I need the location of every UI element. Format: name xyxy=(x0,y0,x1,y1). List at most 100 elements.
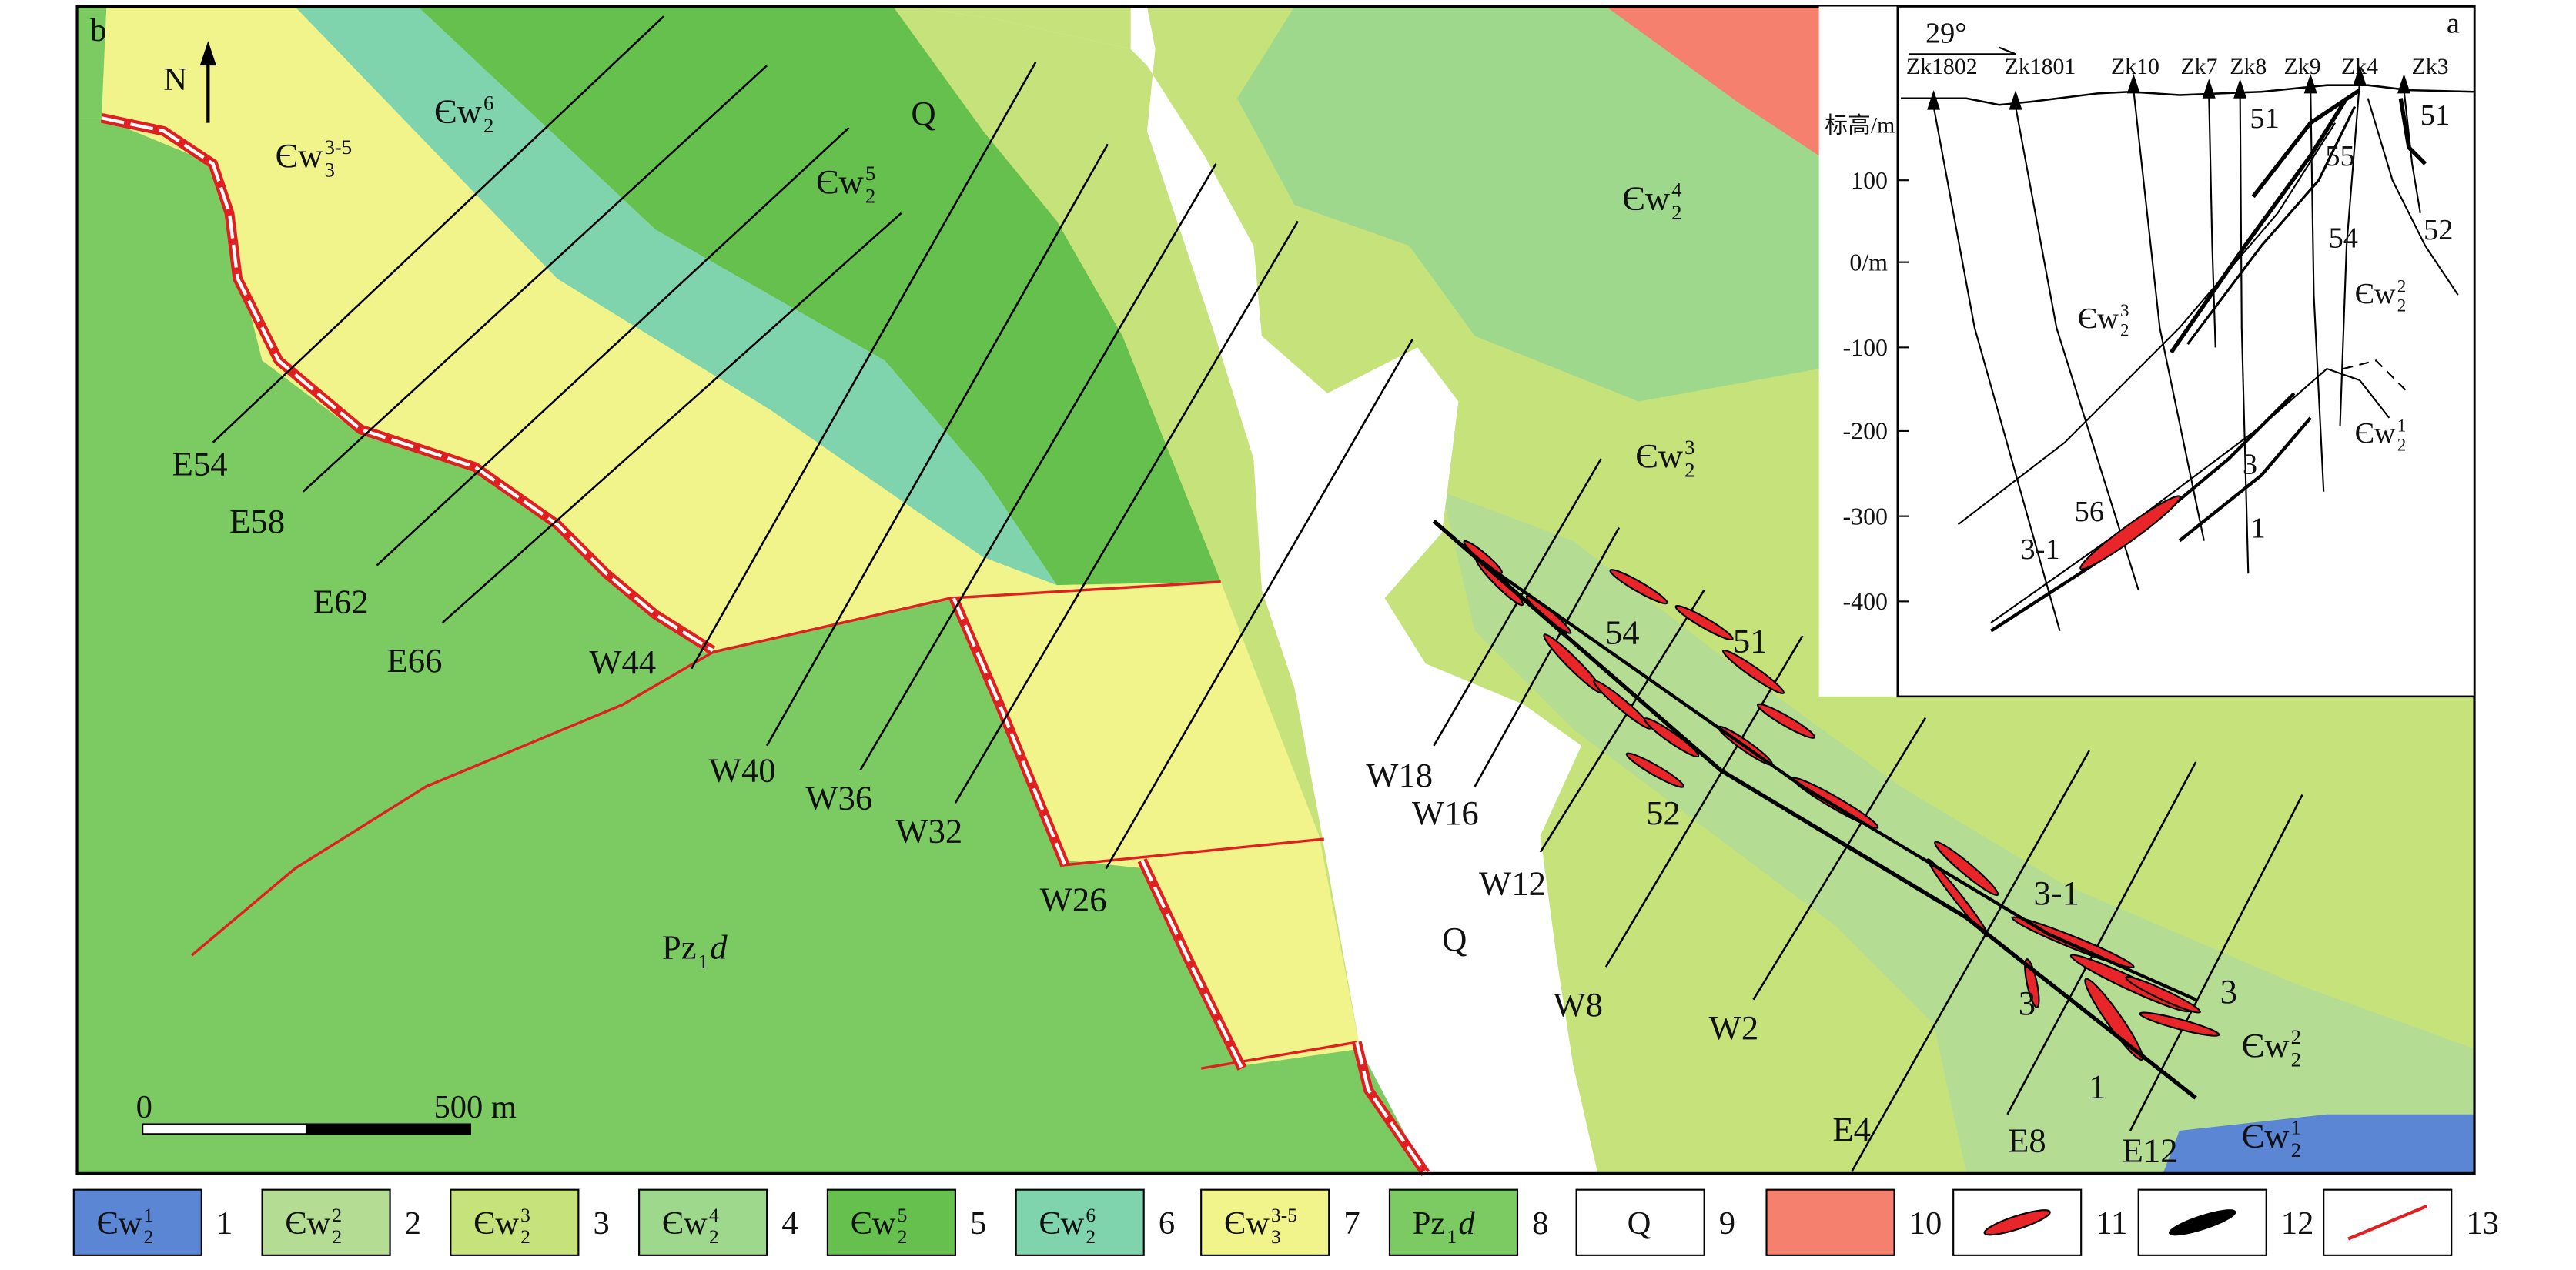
unit-pz xyxy=(77,118,1426,1174)
unit-label: Єw xyxy=(1224,1205,1270,1242)
section-line xyxy=(1474,526,1621,787)
elevation-label: -300 xyxy=(1843,503,1889,530)
legend-swatch xyxy=(1015,1188,1145,1256)
legend-number: 2 xyxy=(405,1205,421,1242)
mineralized-lens xyxy=(2169,1209,2236,1236)
ore-trace xyxy=(2186,105,2357,346)
section-line xyxy=(376,127,850,566)
section-label: W26 xyxy=(1040,881,1107,919)
unit-label: Єw xyxy=(2242,1116,2290,1155)
ore-body xyxy=(1643,717,1700,758)
section-line xyxy=(1539,589,1705,853)
ore-body xyxy=(1934,841,1999,897)
north-label: N xyxy=(163,62,187,98)
section-line xyxy=(302,65,768,493)
legend-number: 6 xyxy=(1159,1205,1175,1242)
dip-arrow xyxy=(1909,46,2016,55)
legend-number: 8 xyxy=(1532,1205,1548,1242)
unit-superscript: 3 xyxy=(2120,301,2129,320)
borehole-label: Zk8 xyxy=(2230,54,2267,79)
borehole-label: Zk10 xyxy=(2111,54,2159,79)
legend-swatch xyxy=(1200,1188,1330,1256)
scale-label: 0 xyxy=(136,1089,152,1125)
inset-a: a 29° 标高/m 100 0/m -100 -200 -300 -400 Zk1802 Zk18… xyxy=(1818,5,2476,698)
ore-trace xyxy=(2170,97,2349,354)
section-line xyxy=(212,15,664,443)
unit-subscript: 2 xyxy=(2397,296,2406,316)
borehole-trace xyxy=(2239,95,2250,574)
unit-superscript: 2 xyxy=(2397,276,2406,296)
legend-number: 13 xyxy=(2466,1205,2499,1242)
ore-label: 3 xyxy=(2243,448,2257,480)
ore-body xyxy=(2024,958,2040,1008)
legend-number: 1 xyxy=(216,1205,233,1242)
unit-label: Єw xyxy=(285,1205,330,1242)
borehole-trace xyxy=(2339,82,2361,426)
ore-body xyxy=(1983,1209,2051,1236)
borehole-trace xyxy=(2133,89,2205,541)
unit-superscript: 3 xyxy=(520,1204,530,1226)
fault-double-center xyxy=(1355,1041,1427,1175)
section-label: W2 xyxy=(1709,1008,1759,1047)
unit-subscript: 1 xyxy=(1447,1225,1457,1248)
unit-subscript: 2 xyxy=(865,185,875,208)
ore-label: 1 xyxy=(2089,1067,2106,1105)
borehole-label: Zk1801 xyxy=(2005,54,2076,79)
unit-label: Єw xyxy=(2242,1026,2290,1064)
section-label: E8 xyxy=(2008,1121,2046,1160)
section-label: E66 xyxy=(387,641,443,680)
unit-pz-top xyxy=(77,6,107,119)
unit-subscript: 2 xyxy=(1671,201,1681,224)
unit-superscript: 6 xyxy=(483,92,493,115)
unit-label: Єw xyxy=(816,162,864,201)
legend-swatch xyxy=(826,1188,956,1256)
dip-label: 29° xyxy=(1925,17,1967,49)
unit-q xyxy=(909,6,1598,1174)
ore-body xyxy=(1609,569,1668,605)
section-line xyxy=(859,163,1217,771)
unit-superscript: 6 xyxy=(1086,1204,1096,1226)
unit-subscript: 2 xyxy=(2397,436,2406,455)
section-label: E12 xyxy=(2123,1131,2178,1169)
unit-subscript: 2 xyxy=(2120,321,2129,340)
legend-number: 11 xyxy=(2096,1205,2127,1242)
borehole-label: Zk3 xyxy=(2412,54,2449,79)
ore-body xyxy=(2079,495,2181,570)
unit-w6 xyxy=(295,6,1057,586)
unit-superscript: 2 xyxy=(332,1204,342,1226)
section-label: E4 xyxy=(1832,1110,1871,1148)
unit-w4 xyxy=(1237,6,1819,402)
unit-subscript: 3 xyxy=(324,159,334,182)
section-line xyxy=(2006,761,2197,1115)
section-line xyxy=(691,62,1037,670)
borehole-trace xyxy=(2208,95,2216,348)
borehole-trace xyxy=(1932,106,2061,631)
unit-superscript: 1 xyxy=(2291,1115,2301,1138)
ore-label: 51 xyxy=(2420,99,2450,132)
borehole-label: Zk9 xyxy=(2284,54,2321,79)
unit-label: Єw xyxy=(276,136,323,175)
inset-background xyxy=(1818,6,2475,697)
scale-bar-white xyxy=(142,1123,308,1135)
ore-label: 54 xyxy=(2329,222,2358,254)
unit-suffix: d xyxy=(710,927,728,966)
legend-swatch xyxy=(450,1188,580,1256)
legend-swatch xyxy=(72,1188,202,1256)
borehole-head xyxy=(2353,65,2367,85)
legend-number: 4 xyxy=(781,1205,798,1242)
ore-label: 51 xyxy=(2250,102,2279,135)
unit-subscript: 2 xyxy=(2291,1048,2301,1071)
unit-superscript: 3-5 xyxy=(324,135,352,159)
elevation-label: 100 xyxy=(1851,167,1888,194)
ore-trace xyxy=(2398,98,2427,165)
unit-10 xyxy=(1605,6,1819,156)
unit-label: Єw xyxy=(2078,302,2119,335)
unit-w35 xyxy=(101,6,1360,1065)
unit-label: Q xyxy=(911,94,935,132)
borehole-head xyxy=(2126,73,2140,94)
mineralized-zone xyxy=(1432,520,2197,1100)
scale-bar-black xyxy=(305,1123,471,1135)
unit-subscript: 2 xyxy=(1086,1225,1096,1248)
legend-swatch xyxy=(1765,1188,1895,1256)
